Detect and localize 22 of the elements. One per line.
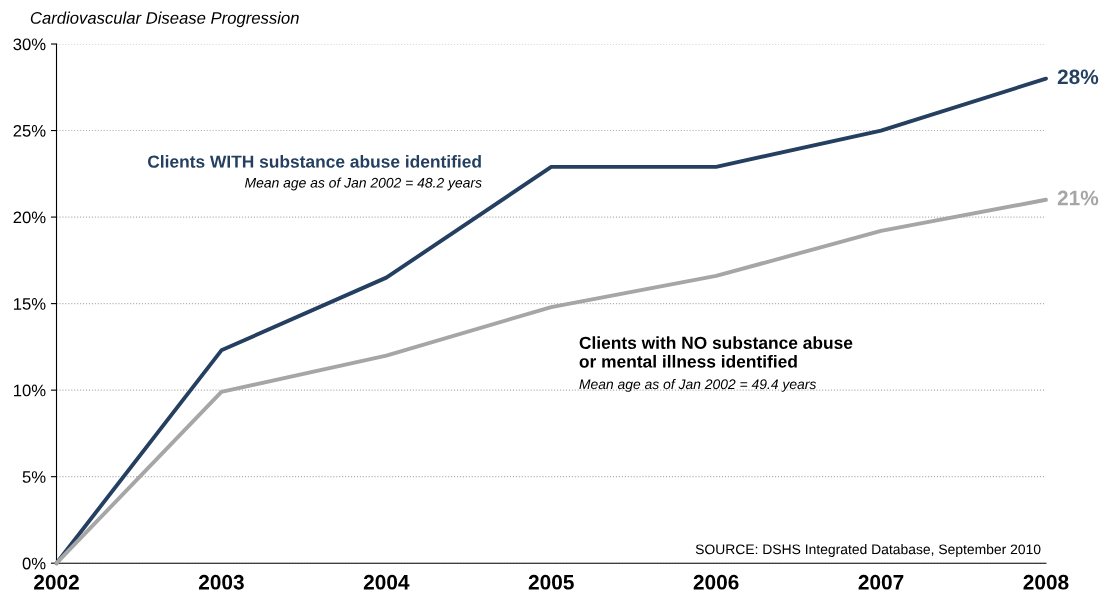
chart-title: Cardiovascular Disease Progression [30,11,299,28]
y-tick-label: 20% [13,211,46,224]
data-label: 21% [1057,190,1099,206]
x-tick-label: 2004 [363,574,410,590]
annotation: SOURCE: DSHS Integrated Database, September 2010 [695,544,1041,557]
y-tick-label: 5% [22,471,46,483]
x-tick-label: 2002 [34,574,79,590]
y-tick-label: 25% [13,124,46,137]
x-tick-label: 2008 [1023,574,1069,590]
y-tick-label: 10% [14,384,46,397]
text: Clients WITH substance abuse identified [147,155,481,168]
x-tick-label: 2006 [693,574,739,590]
x-tick-label: 2005 [528,574,574,590]
data-label: 28% [1057,69,1099,85]
x-tick-label: 2003 [198,574,244,590]
series-label: Clients with NO substance abuse or mental illness identified [579,336,853,368]
x-tick-label: 2007 [858,574,904,590]
annotation: Mean age as of Jan 2002 = 49.4 years [579,378,817,392]
y-tick-label: 0% [22,557,46,570]
y-tick-label: 30% [13,38,46,51]
annotation: Mean age as of Jan 2002 = 48.2 years [244,177,482,191]
y-tick-label: 15% [14,298,46,310]
